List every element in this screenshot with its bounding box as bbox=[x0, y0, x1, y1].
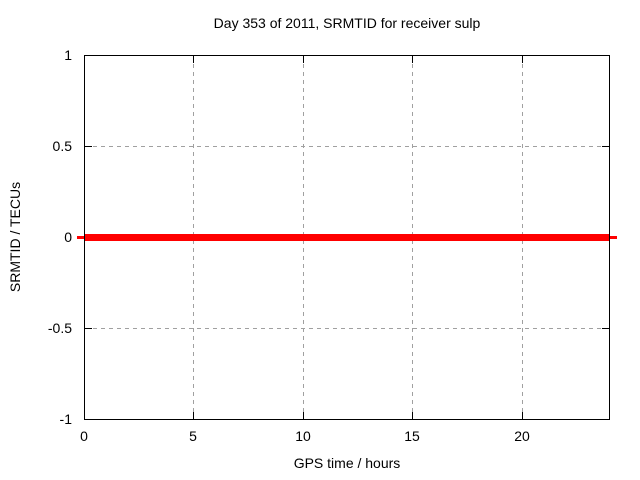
x-tick-top bbox=[303, 56, 304, 63]
y-gridline bbox=[85, 328, 608, 329]
y-tick-left bbox=[85, 419, 92, 420]
x-tick-bottom bbox=[84, 412, 85, 419]
x-tick-bottom bbox=[412, 412, 413, 419]
series-overhang-left bbox=[77, 236, 84, 239]
x-tick-bottom bbox=[193, 412, 194, 419]
x-tick-label: 20 bbox=[514, 428, 530, 444]
series-line-srmtid bbox=[85, 234, 609, 241]
y-tick-left bbox=[85, 328, 92, 329]
y-tick-left bbox=[85, 146, 92, 147]
x-tick-label: 15 bbox=[404, 428, 420, 444]
y-tick-label: -1 bbox=[59, 411, 72, 427]
y-tick-right bbox=[602, 328, 609, 329]
series-overhang-right bbox=[610, 236, 617, 239]
plot-area bbox=[84, 55, 610, 420]
x-tick-top bbox=[412, 56, 413, 63]
x-tick-top bbox=[84, 56, 85, 63]
y-tick-label: 0 bbox=[64, 229, 72, 245]
x-tick-top bbox=[522, 56, 523, 63]
y-tick-label: 0.5 bbox=[52, 138, 72, 154]
y-tick-right bbox=[602, 419, 609, 420]
chart-title: Day 353 of 2011, SRMTID for receiver sul… bbox=[213, 15, 481, 31]
y-tick-label: -0.5 bbox=[47, 320, 72, 336]
y-tick-label: 1 bbox=[64, 47, 72, 63]
y-tick-right bbox=[602, 55, 609, 56]
x-tick-bottom bbox=[522, 412, 523, 419]
x-tick-bottom bbox=[303, 412, 304, 419]
y-tick-left bbox=[85, 55, 92, 56]
x-tick-top bbox=[193, 56, 194, 63]
y-tick-right bbox=[602, 146, 609, 147]
x-tick-label: 10 bbox=[295, 428, 311, 444]
x-tick-label: 5 bbox=[189, 428, 197, 444]
y-gridline bbox=[85, 146, 608, 147]
x-tick-label: 0 bbox=[80, 428, 88, 444]
x-axis-label: GPS time / hours bbox=[293, 455, 401, 471]
